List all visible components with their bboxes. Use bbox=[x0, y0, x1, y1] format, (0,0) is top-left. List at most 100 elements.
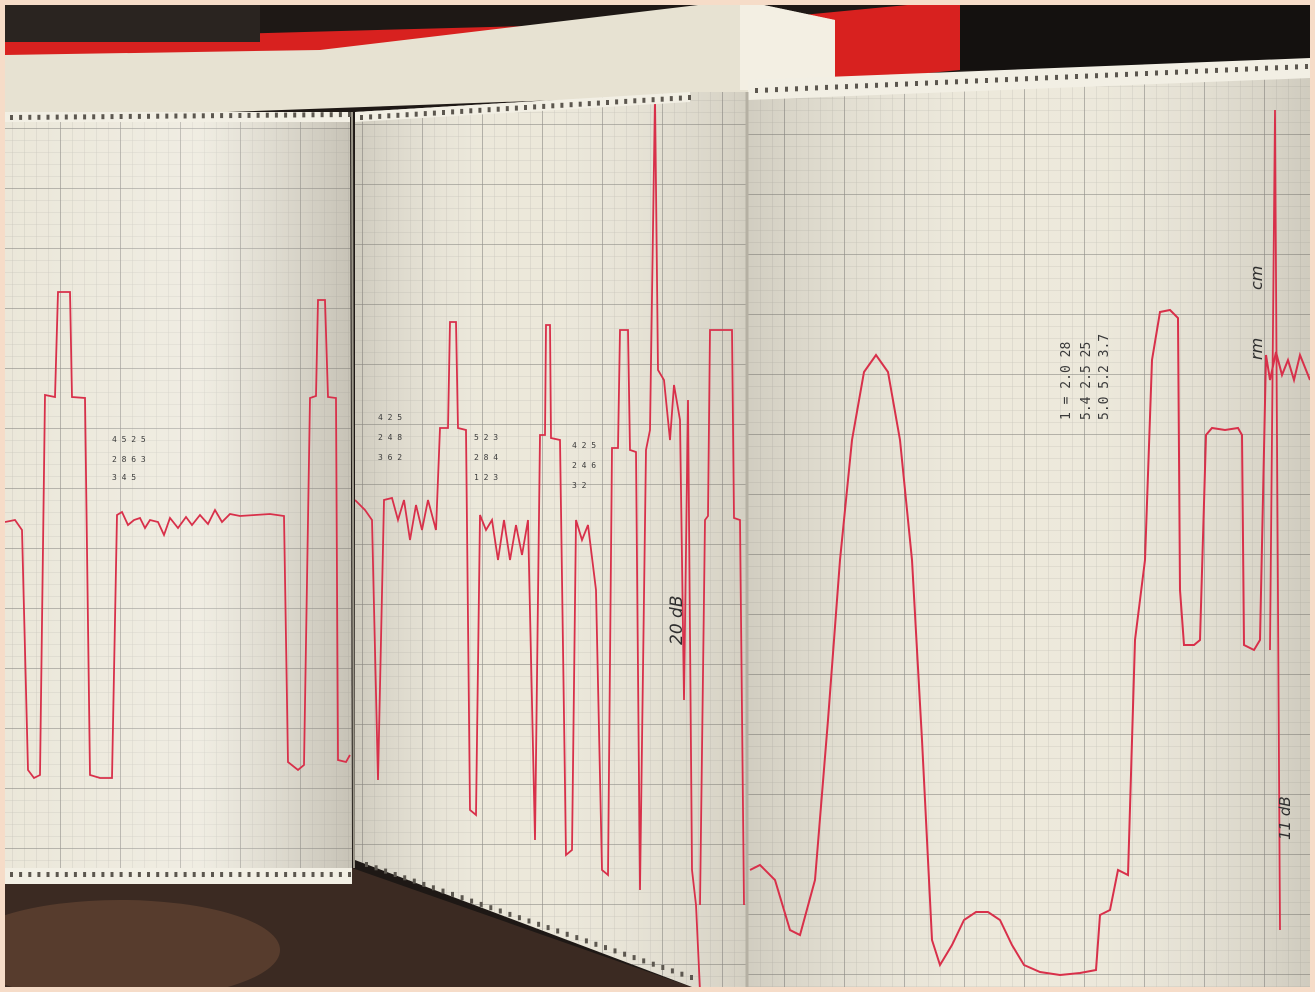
sprocket-hole bbox=[517, 915, 521, 921]
sprocket-hole bbox=[396, 112, 400, 118]
label-cm: cm bbox=[1247, 266, 1266, 290]
sprocket-hole bbox=[1285, 64, 1288, 70]
sprocket-hole bbox=[1195, 68, 1198, 74]
sprocket-hole bbox=[661, 965, 665, 970]
sprocket-hole bbox=[489, 905, 493, 911]
sprocket-hole bbox=[302, 872, 306, 877]
sprocket-hole bbox=[775, 87, 778, 93]
svg-text:2 4 8: 2 4 8 bbox=[378, 433, 402, 442]
sprocket-hole bbox=[451, 891, 454, 897]
sprocket-hole bbox=[642, 97, 646, 103]
sprocket-hole bbox=[55, 872, 59, 877]
sprocket-hole bbox=[412, 878, 416, 884]
sprocket-hole bbox=[422, 881, 426, 887]
paper-stack-top bbox=[5, 0, 835, 120]
sprocket-hole bbox=[584, 938, 588, 944]
sprocket-hole bbox=[128, 872, 132, 877]
svg-text:2 8 6 3: 2 8 6 3 bbox=[112, 455, 146, 464]
sprocket-hole bbox=[1295, 64, 1298, 70]
sprocket-hole bbox=[293, 112, 297, 118]
sprocket-hole bbox=[1135, 71, 1138, 77]
sprocket-hole bbox=[201, 113, 205, 119]
sprocket-hole bbox=[147, 113, 150, 119]
sprocket-hole bbox=[348, 872, 351, 877]
sprocket-hole bbox=[387, 113, 391, 119]
sprocket-hole bbox=[1075, 74, 1078, 79]
sprocket-hole bbox=[1205, 68, 1208, 74]
sprocket-hole bbox=[669, 96, 673, 102]
sprocket-hole bbox=[623, 951, 627, 957]
sprocket-hole bbox=[688, 95, 691, 100]
sprocket-hole bbox=[1015, 76, 1018, 82]
sprocket-hole bbox=[384, 868, 388, 874]
label-20db: 20 dB bbox=[667, 596, 687, 646]
sprocket-hole bbox=[101, 114, 105, 120]
sprocket-hole bbox=[137, 113, 141, 119]
sprocket-hole bbox=[1225, 67, 1228, 73]
sprocket-hole bbox=[885, 82, 888, 88]
sprocket-hole bbox=[508, 911, 512, 917]
sprocket-hole bbox=[83, 872, 87, 877]
sprocket-hole bbox=[855, 83, 858, 89]
sprocket-hole bbox=[765, 87, 768, 93]
sprocket-hole bbox=[1025, 76, 1028, 82]
paper-panel-right: 1 = 2.0 28 5.4 2.5 25 5.0 5.2 3.7 11 dB … bbox=[748, 62, 1310, 990]
sprocket-hole bbox=[441, 888, 445, 894]
sprocket-hole bbox=[835, 84, 838, 90]
sprocket-hole bbox=[37, 872, 41, 877]
sprocket-hole bbox=[403, 875, 407, 881]
sprocket-hole bbox=[935, 80, 938, 86]
sprocket-hole bbox=[1095, 73, 1098, 79]
sprocket-hole bbox=[690, 975, 693, 980]
fold-left-middle bbox=[351, 111, 355, 869]
sprocket-hole bbox=[1045, 75, 1048, 81]
sprocket-hole bbox=[284, 112, 288, 118]
sprocket-hole bbox=[83, 114, 87, 120]
sprocket-hole bbox=[1245, 66, 1248, 72]
sprocket-hole bbox=[460, 895, 464, 901]
sprocket-hole bbox=[1155, 70, 1158, 76]
sprocket-hole bbox=[469, 108, 473, 114]
svg-text:1 2 3: 1 2 3 bbox=[474, 473, 498, 482]
sprocket-hole bbox=[174, 113, 178, 119]
sprocket-hole bbox=[678, 95, 682, 101]
sprocket-hole bbox=[479, 901, 483, 907]
sprocket-hole bbox=[527, 918, 531, 924]
sprocket-hole bbox=[565, 931, 569, 937]
sprocket-hole bbox=[985, 78, 988, 83]
sprocket-hole bbox=[755, 88, 758, 93]
svg-text:2 8 4: 2 8 4 bbox=[474, 453, 498, 462]
sprocket-hole bbox=[825, 84, 828, 90]
sprocket-hole bbox=[360, 115, 363, 120]
sprocket-hole bbox=[1255, 66, 1258, 72]
sprocket-hole bbox=[915, 81, 918, 86]
sprocket-hole bbox=[505, 106, 509, 112]
dark-corner bbox=[960, 0, 1315, 70]
handwriting-right: 1 = 2.0 28 5.4 2.5 25 5.0 5.2 3.7 bbox=[1059, 334, 1112, 420]
sprocket-hole bbox=[156, 113, 160, 119]
sprocket-hole bbox=[119, 114, 123, 119]
binder-top-left bbox=[0, 0, 260, 42]
label-11db: 11 dB bbox=[1276, 796, 1294, 840]
sprocket-hole bbox=[211, 113, 214, 119]
sprocket-hole bbox=[680, 971, 684, 977]
sprocket-hole bbox=[1175, 69, 1178, 75]
sprocket-hole bbox=[533, 104, 537, 110]
sprocket-hole bbox=[414, 111, 418, 117]
sprocket-hole bbox=[651, 97, 655, 103]
sprocket-hole bbox=[594, 941, 598, 947]
sprocket-hole bbox=[192, 872, 196, 877]
sprocket-hole bbox=[925, 80, 928, 86]
sprocket-hole bbox=[369, 114, 373, 120]
sprocket-hole bbox=[865, 83, 868, 89]
sprocket-hole bbox=[1035, 75, 1038, 81]
sprocket-hole bbox=[256, 112, 260, 118]
sprocket-hole bbox=[578, 101, 582, 107]
sprocket-hole bbox=[128, 113, 132, 119]
sprocket-hole bbox=[670, 968, 674, 974]
sprocket-hole bbox=[442, 110, 445, 115]
sprocket-hole bbox=[1115, 72, 1118, 78]
sprocket-hole bbox=[1105, 72, 1108, 78]
sprocket-hole bbox=[1275, 65, 1278, 71]
trace-left bbox=[5, 291, 351, 780]
